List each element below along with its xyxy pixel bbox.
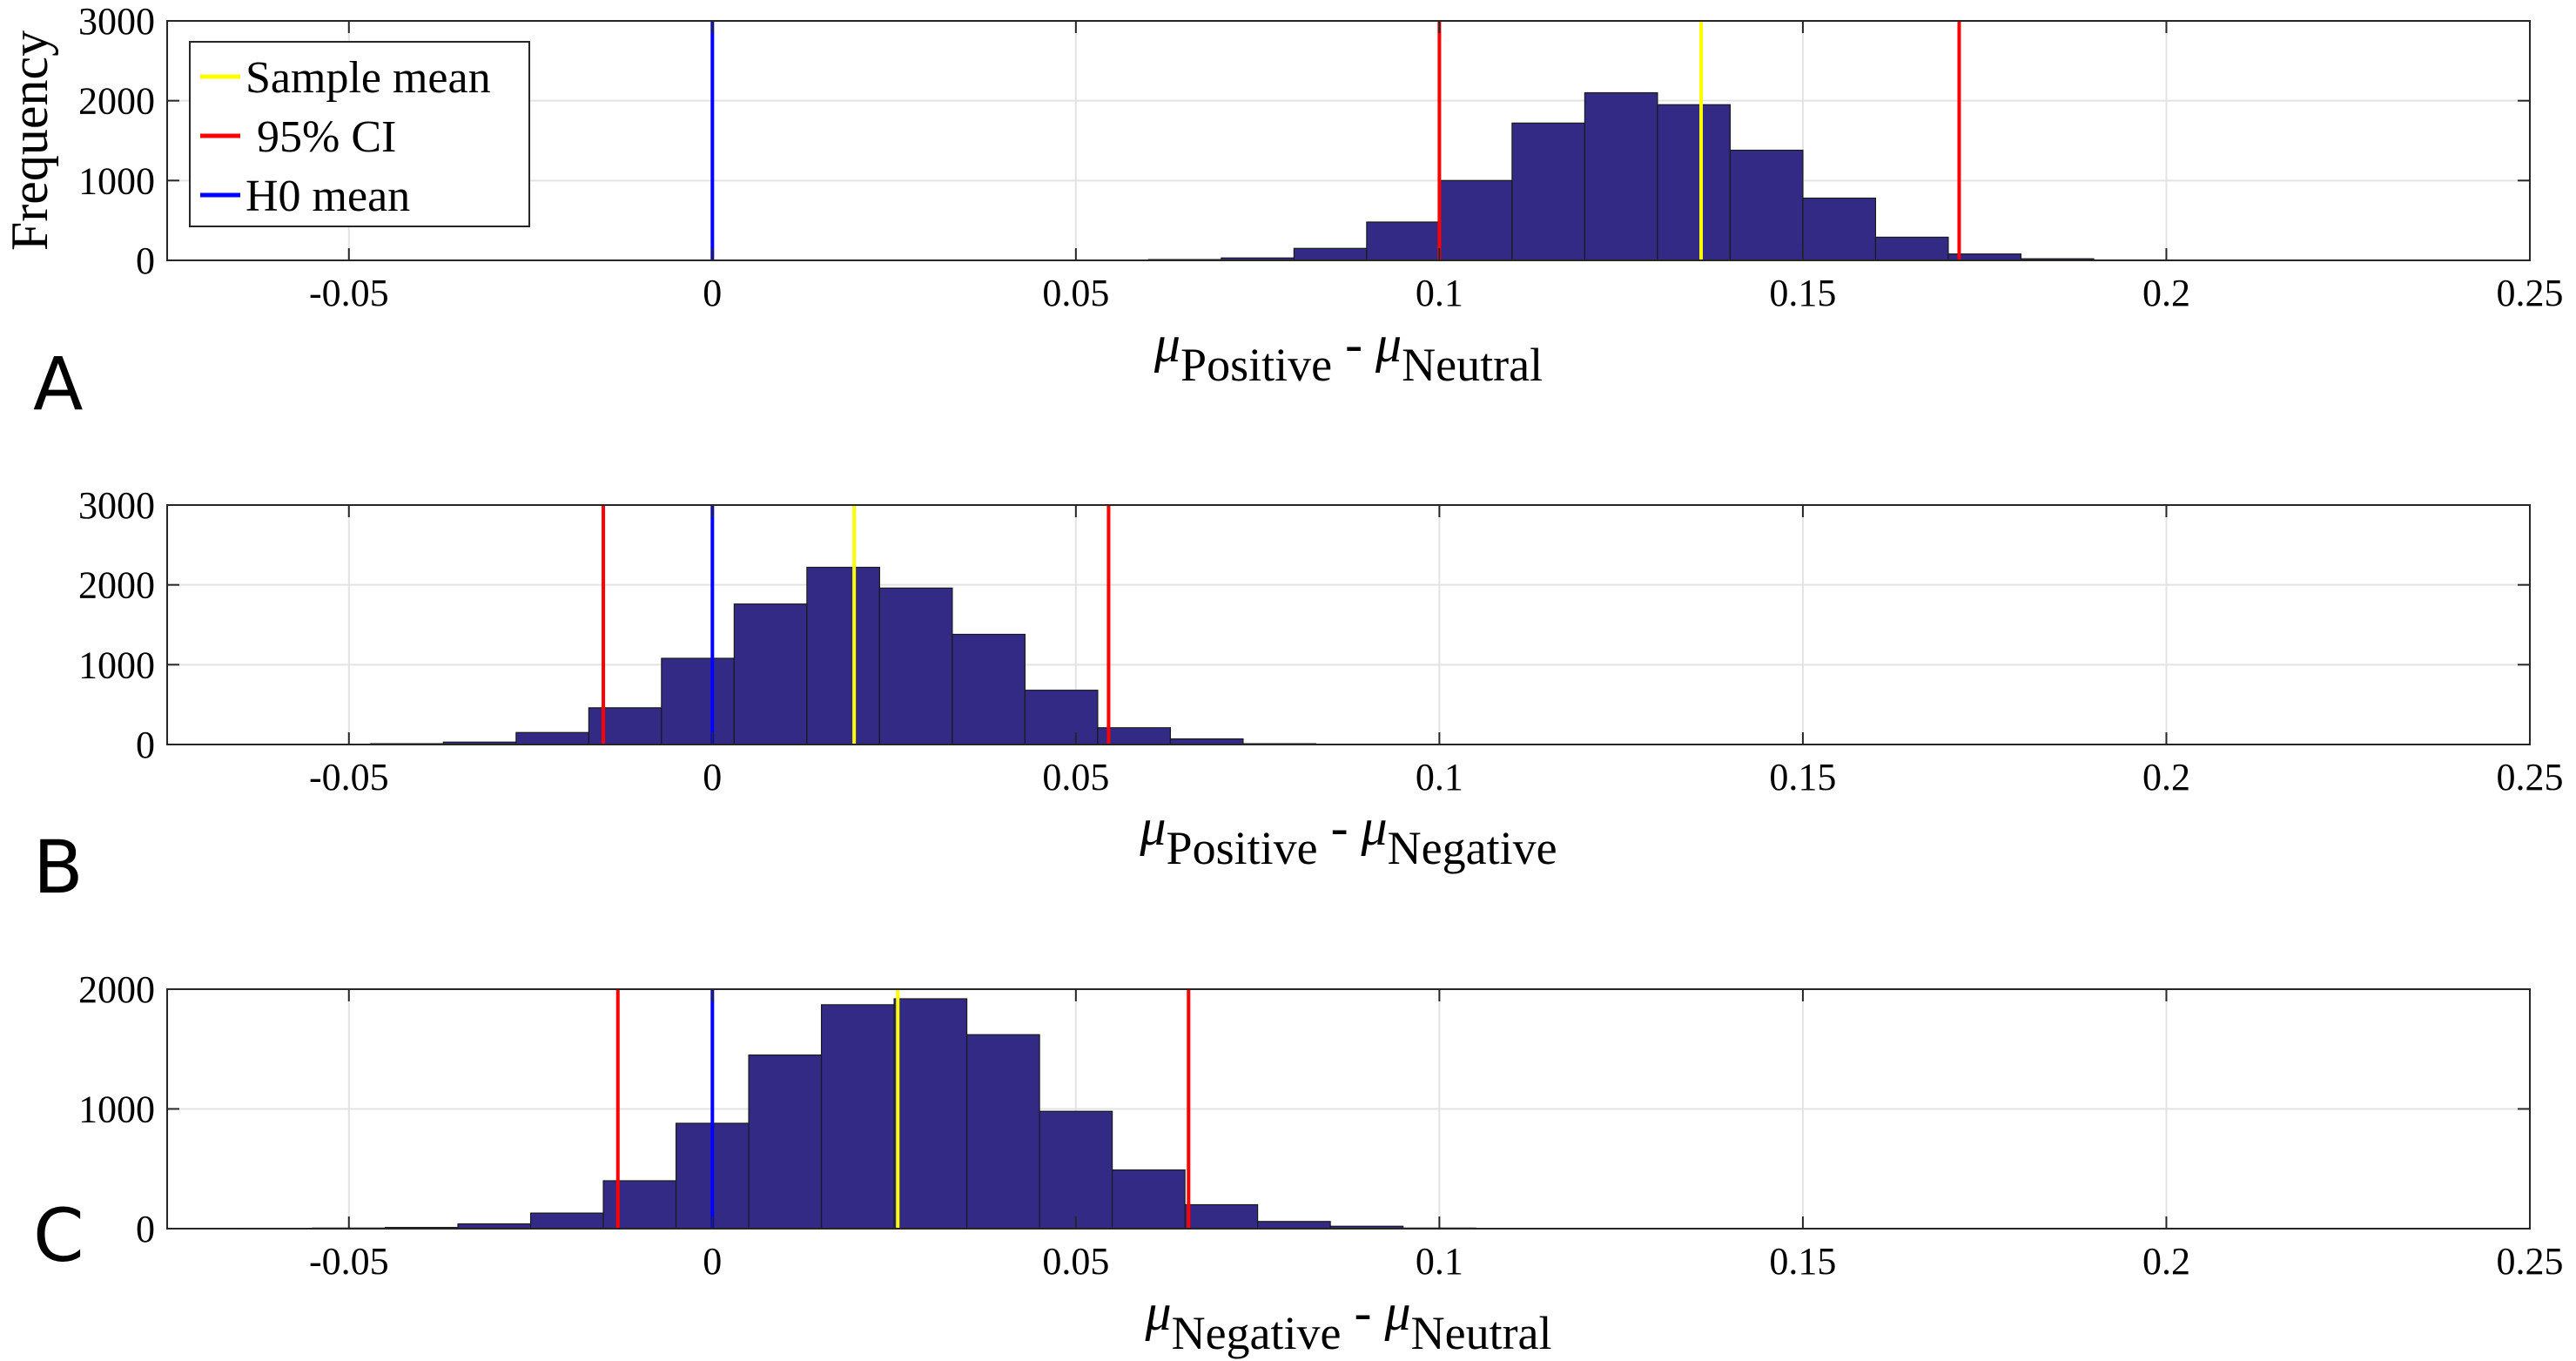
- histogram-bar: [1657, 104, 1732, 261]
- legend-box: [189, 41, 530, 227]
- x-tick-label: 0: [703, 756, 722, 798]
- x-tick-label: 0.25: [2497, 1240, 2564, 1283]
- histogram-bar: [878, 587, 953, 745]
- histogram-bar: [1366, 221, 1440, 261]
- histogram-bar: [661, 657, 735, 745]
- x-tick-label: 0: [703, 272, 722, 314]
- x-axis-label: μPositive - μNegative: [1139, 798, 1557, 874]
- histogram-bar: [806, 566, 880, 745]
- y-tick-label: 2000: [78, 968, 155, 1011]
- x-axis-label-part: -: [1332, 315, 1375, 373]
- histogram-bar: [1729, 149, 1804, 261]
- panel-label: A: [33, 341, 83, 427]
- histogram-bar: [952, 633, 1026, 745]
- x-axis-label-part: -: [1318, 798, 1362, 856]
- x-tick-label: 0.2: [2142, 272, 2190, 314]
- x-axis-label-subscript: Neutral: [1411, 1307, 1552, 1359]
- histogram-bar: [1584, 91, 1658, 261]
- x-tick-label: 0.2: [2142, 756, 2190, 798]
- x-axis-label-part: μ: [1383, 1284, 1410, 1341]
- histogram-bar: [1111, 1169, 1186, 1230]
- x-tick-label: 0.15: [1769, 756, 1836, 798]
- histogram-bar: [965, 1034, 1040, 1230]
- histogram-bar: [733, 603, 808, 745]
- x-tick-label: 0.1: [1416, 272, 1463, 314]
- y-tick-label: 1000: [78, 643, 155, 686]
- x-axis-label: μPositive - μNeutral: [1153, 315, 1543, 391]
- y-tick-label: 1000: [78, 159, 155, 202]
- histogram-bar: [1024, 690, 1099, 745]
- y-tick-label: 3000: [78, 0, 155, 43]
- legend-label: Sample mean: [245, 53, 491, 103]
- y-tick-label: 2000: [78, 564, 155, 607]
- x-axis-label: μNegative - μNeutral: [1144, 1284, 1551, 1359]
- x-axis-label-part: μ: [1375, 315, 1402, 373]
- x-axis-label-part: -: [1342, 1284, 1385, 1341]
- x-axis-label-subscript: Negative: [1388, 822, 1557, 874]
- y-axis-label: Frequency: [1, 30, 58, 251]
- x-axis-label-subscript: Positive: [1167, 822, 1318, 874]
- x-tick-label: 0.05: [1042, 272, 1109, 314]
- histogram-bar: [893, 998, 968, 1230]
- histogram-bar: [748, 1054, 823, 1230]
- x-tick-label: 0: [703, 1240, 722, 1283]
- x-axis-label-subscript: Neutral: [1402, 339, 1543, 391]
- chart-panel-A: -0.05 0 0.05 0.1 0.15 0.2 0.250100020003000μPo…: [1, 0, 2564, 427]
- x-axis-label-part: μ: [1361, 798, 1388, 856]
- x-axis-label-subscript: Negative: [1172, 1307, 1342, 1359]
- histogram-bar: [588, 707, 662, 745]
- legend-label: 95% CI: [245, 112, 396, 162]
- x-tick-label: 0.25: [2497, 756, 2564, 798]
- histogram-bar: [1802, 197, 1877, 261]
- chart-panel-B: -0.05 0 0.05 0.1 0.15 0.2 0.250100020003000μPo…: [33, 484, 2564, 910]
- legend: Sample mean 95% CI H0 mean: [189, 41, 530, 227]
- x-tick-label: 0.15: [1769, 1240, 1836, 1283]
- histogram-bar: [1438, 179, 1513, 261]
- x-tick-label: 0.1: [1416, 756, 1463, 798]
- x-tick-label: -0.05: [309, 272, 389, 314]
- y-tick-label: 3000: [78, 484, 155, 527]
- x-tick-label: 0.1: [1416, 1240, 1463, 1283]
- panel-label: B: [33, 825, 84, 910]
- chart-panel-C: -0.05 0 0.05 0.1 0.15 0.2 0.25010002000μNegati…: [33, 968, 2564, 1359]
- y-tick-label: 0: [136, 724, 155, 766]
- x-tick-label: -0.05: [309, 1240, 389, 1283]
- histogram-bar: [1293, 247, 1368, 261]
- x-tick-label: 0.05: [1042, 756, 1109, 798]
- histogram-bar: [1039, 1110, 1113, 1230]
- panel-label: C: [33, 1193, 84, 1278]
- histogram-bar: [1511, 122, 1586, 261]
- x-axis-label-part: μ: [1139, 798, 1166, 856]
- x-axis-label-part: μ: [1153, 315, 1180, 373]
- legend-label: H0 mean: [245, 172, 410, 221]
- y-tick-label: 0: [136, 1208, 155, 1250]
- histogram-bar: [820, 1004, 895, 1230]
- histogram-bar: [1257, 1221, 1331, 1230]
- axes-box: [166, 20, 2531, 261]
- x-tick-label: -0.05: [309, 756, 389, 798]
- histogram-bar: [515, 731, 589, 745]
- x-axis-label-part: μ: [1144, 1284, 1171, 1341]
- histogram-bar: [1184, 1203, 1259, 1230]
- x-axis-label-subscript: Positive: [1180, 339, 1332, 391]
- y-tick-label: 1000: [78, 1088, 155, 1131]
- histogram-bar: [529, 1212, 604, 1230]
- histogram-bar: [602, 1180, 677, 1230]
- y-tick-label: 0: [136, 239, 155, 282]
- x-tick-label: 0.05: [1042, 1240, 1109, 1283]
- x-tick-label: 0.15: [1769, 272, 1836, 314]
- x-tick-label: 0.25: [2497, 272, 2564, 314]
- x-tick-label: 0.2: [2142, 1240, 2190, 1283]
- y-tick-label: 2000: [78, 80, 155, 123]
- histogram-bar: [1874, 236, 1949, 261]
- axes-box: [166, 504, 2531, 745]
